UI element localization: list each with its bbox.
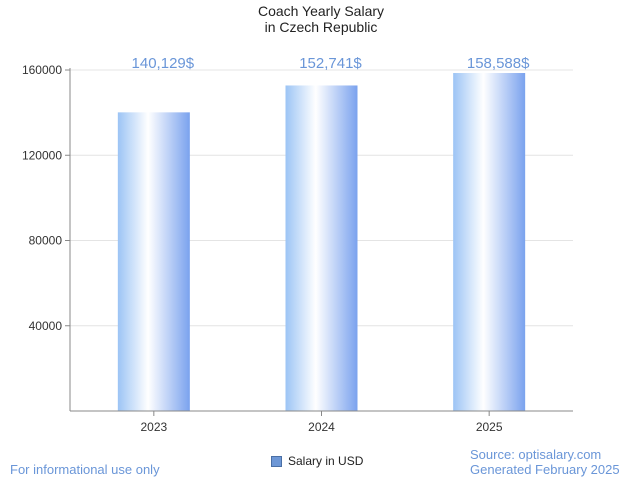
data-labels: 140,129$ 152,741$ 158,588$	[132, 55, 531, 72]
x-tick-label-2025: 2025	[476, 420, 503, 434]
source-block: Source: optisalary.com Generated Februar…	[470, 447, 620, 477]
y-tick-label: 120000	[22, 148, 62, 162]
y-tick-label: 40000	[29, 319, 63, 333]
data-label-2025: 158,588$	[467, 55, 530, 72]
chart-title: Coach Yearly Salary in Czech Republic	[258, 3, 384, 35]
data-label-2023: 140,129$	[132, 55, 195, 72]
x-axis-ticks: 2023 2024 2025	[140, 411, 503, 434]
legend-swatch	[271, 455, 282, 467]
chart-title-line-1: Coach Yearly Salary	[258, 3, 384, 19]
bar-2023[interactable]	[117, 112, 190, 411]
x-tick-label-2024: 2024	[308, 420, 335, 434]
legend[interactable]: Salary in USD	[271, 454, 363, 468]
x-tick-label-2023: 2023	[140, 420, 167, 434]
data-label-2024: 152,741$	[299, 55, 362, 72]
y-axis-ticks: 40000 80000 120000 160000	[22, 63, 70, 333]
source-text: Source: optisalary.com	[470, 447, 602, 462]
disclaimer-text: For informational use only	[10, 462, 160, 477]
legend-label: Salary in USD	[288, 454, 364, 468]
y-tick-label: 160000	[22, 63, 62, 77]
bar-2025[interactable]	[453, 73, 526, 411]
chart-title-line-2: in Czech Republic	[265, 19, 378, 35]
y-tick-label: 80000	[29, 234, 63, 248]
bar-2024[interactable]	[285, 85, 358, 412]
generated-date: Generated February 2025	[470, 462, 620, 477]
bars	[117, 73, 526, 412]
